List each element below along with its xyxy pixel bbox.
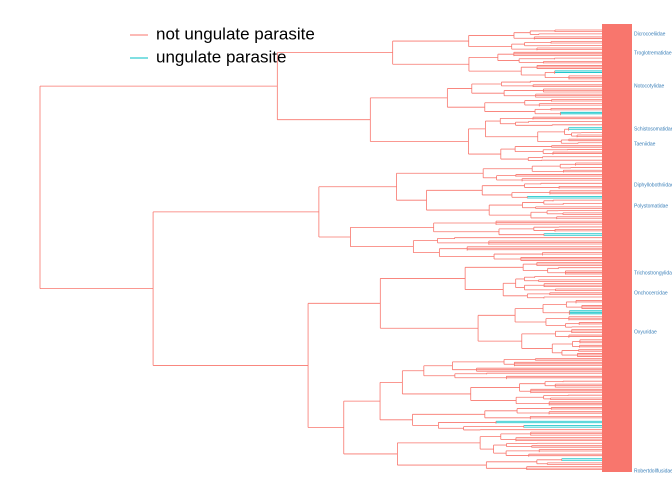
tip-label: Diphyllobothriidae [634, 182, 672, 188]
tip-label: Dicrocoeliidae [634, 31, 666, 37]
tip-label: Onchocercidae [634, 290, 668, 296]
tip-label: Schistosomatidae [634, 126, 672, 132]
tip-bar [602, 24, 632, 472]
tip-label: Robertdollfusidae [634, 468, 672, 474]
legend-label: ungulate parasite [156, 47, 286, 66]
tip-label: Taeniidae [634, 141, 656, 147]
tip-label: Notocotylidae [634, 83, 665, 89]
legend: not ungulate parasite ungulate parasite [130, 24, 315, 66]
legend-label: not ungulate parasite [156, 24, 315, 43]
tip-label: Troglotrematidae [634, 50, 672, 56]
tree [39, 29, 602, 470]
tip-label: Trichostrongylidae [634, 270, 672, 276]
tip-labels: Dicrocoeliidae Troglotrematidae Notocotyli… [634, 31, 672, 474]
tip-label: Oxyuridae [634, 329, 657, 335]
tip-label: Polystomatidae [634, 203, 668, 209]
